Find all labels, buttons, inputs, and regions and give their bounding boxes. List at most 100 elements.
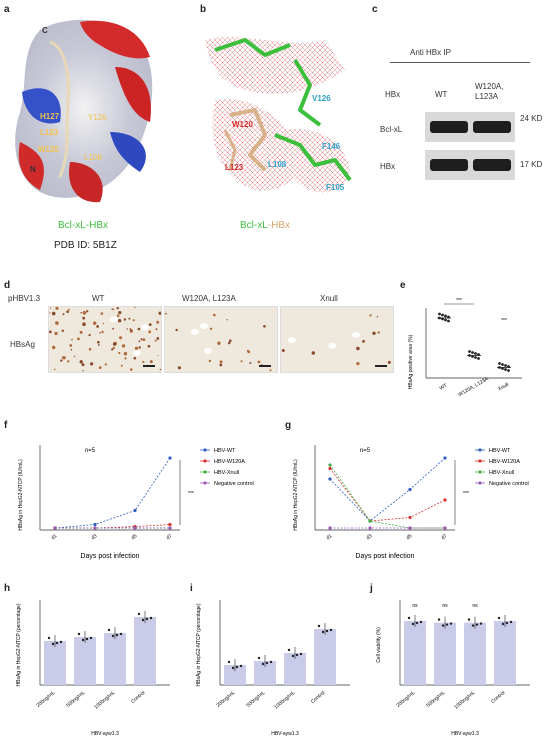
f-series-line xyxy=(55,524,171,529)
mw-17: 17 KD xyxy=(520,160,543,169)
j-ylabel: Cell viability (%) xyxy=(376,627,382,663)
stain-dot xyxy=(157,354,159,356)
stain-dot xyxy=(229,339,232,342)
e-xtick-0: WT xyxy=(439,383,449,392)
j-point xyxy=(449,622,453,625)
stain-dot xyxy=(137,327,141,331)
e-point xyxy=(474,356,477,359)
stain-dot xyxy=(112,346,115,350)
stain-dot xyxy=(134,346,138,350)
stain-dot xyxy=(165,312,167,315)
f-series-point xyxy=(93,526,97,530)
stain-dot xyxy=(227,341,231,345)
panel-b-density xyxy=(205,30,355,200)
stain-dot xyxy=(104,363,107,366)
hbx-row-label: HBx xyxy=(385,90,401,99)
f-ylabel: HBsAg in HepG2-NTCP (IU/mL) xyxy=(18,459,24,531)
j-bar xyxy=(464,622,486,685)
legend-marker xyxy=(203,459,207,463)
j-xtick: 200ng/mL xyxy=(395,690,416,709)
h-point xyxy=(111,634,115,638)
stain-dot xyxy=(112,342,117,346)
e-xtick-1: W120A, L123A xyxy=(457,376,490,398)
band-hbx-wt xyxy=(430,159,468,171)
i-point xyxy=(257,656,261,660)
h-xtick: 200ng/mL xyxy=(35,690,56,709)
blot-row2: HBx xyxy=(380,162,396,171)
i-point xyxy=(295,653,299,657)
stain-dot xyxy=(281,349,285,352)
j-group: HBV-ayw1.3 xyxy=(451,731,479,737)
i-point xyxy=(269,660,273,664)
i-bar xyxy=(254,661,276,685)
stain-dot xyxy=(147,344,151,348)
g-xtick: d3 xyxy=(365,533,373,541)
j-point xyxy=(471,624,475,627)
ip-label: Anti HBx IP xyxy=(410,48,451,57)
e-ylabel: HBsAg positive area (%) xyxy=(408,334,414,389)
f-xtick: d1 xyxy=(50,533,58,541)
scale-bar-3 xyxy=(375,365,387,367)
pdb-id: PDB ID: 5B1Z xyxy=(54,240,117,251)
stain-dot xyxy=(90,362,94,366)
label-l123: L123 xyxy=(40,128,59,137)
label-c-terminus: C xyxy=(42,26,48,35)
e-sig1: *** xyxy=(456,298,462,304)
stain-dot xyxy=(362,340,365,343)
legend-label: HBV-WT xyxy=(489,448,511,454)
vessel xyxy=(287,337,296,344)
j-xtick: Control xyxy=(490,690,506,705)
f-series-point xyxy=(168,456,172,460)
stain-dot xyxy=(219,360,223,364)
stain-dot xyxy=(49,330,52,334)
vessel xyxy=(109,316,118,323)
e-point xyxy=(447,319,450,323)
j-sig-0: ns xyxy=(412,603,418,609)
stain-dot xyxy=(156,320,160,324)
j-bar xyxy=(494,621,516,685)
h-ylabel: HBsAg in HepG2-NTCP (percentage) xyxy=(16,603,22,686)
panel-h-chart: HBsAg in HepG2-NTCP (percentage) 200ng/m… xyxy=(16,600,170,737)
h-xtick: 500ng/mL xyxy=(65,690,86,709)
i-point xyxy=(329,628,333,632)
g-series-point xyxy=(408,515,412,520)
ihc-image-mut xyxy=(164,306,278,373)
panel-d-letter: d xyxy=(4,280,11,291)
h-bar xyxy=(134,617,156,685)
g-series-point xyxy=(328,526,332,530)
i-point xyxy=(291,654,295,658)
i-xtick: 500ng/mL xyxy=(245,690,266,709)
stain-dot xyxy=(71,338,73,341)
j-bar xyxy=(404,621,426,685)
f-xlabel: Days post infection xyxy=(80,553,139,560)
stain-dot xyxy=(208,359,212,363)
g-series-line xyxy=(329,468,446,522)
stain-dot xyxy=(369,314,372,317)
j-point xyxy=(407,616,411,620)
h-bar xyxy=(44,641,66,685)
stain-dot xyxy=(175,328,178,332)
stain-dot xyxy=(311,351,315,355)
stain-dot xyxy=(132,319,135,322)
h-xtick: Control xyxy=(130,690,146,705)
e-point xyxy=(501,363,504,366)
label-f105: F105 xyxy=(326,183,345,192)
h-point xyxy=(89,636,93,640)
ihc-col-wt: WT xyxy=(92,294,105,303)
h-point xyxy=(141,618,145,622)
stain-dot xyxy=(128,317,131,320)
j-xtick: 500ng/mL xyxy=(425,690,446,709)
panel-h-letter: h xyxy=(4,583,11,594)
stain-dot xyxy=(69,344,73,347)
stain-dot xyxy=(148,323,152,326)
legend-label: HBV-Xnull xyxy=(489,470,514,476)
f-xtick: d3 xyxy=(90,533,98,541)
f-series-point xyxy=(93,522,97,527)
stain-dot xyxy=(96,325,99,328)
stain-dot xyxy=(118,311,122,315)
i-point xyxy=(231,666,235,670)
stain-dot xyxy=(133,356,137,360)
vessel xyxy=(328,342,337,349)
stain-dot xyxy=(142,338,146,341)
legend-label: Negative control xyxy=(214,481,254,487)
